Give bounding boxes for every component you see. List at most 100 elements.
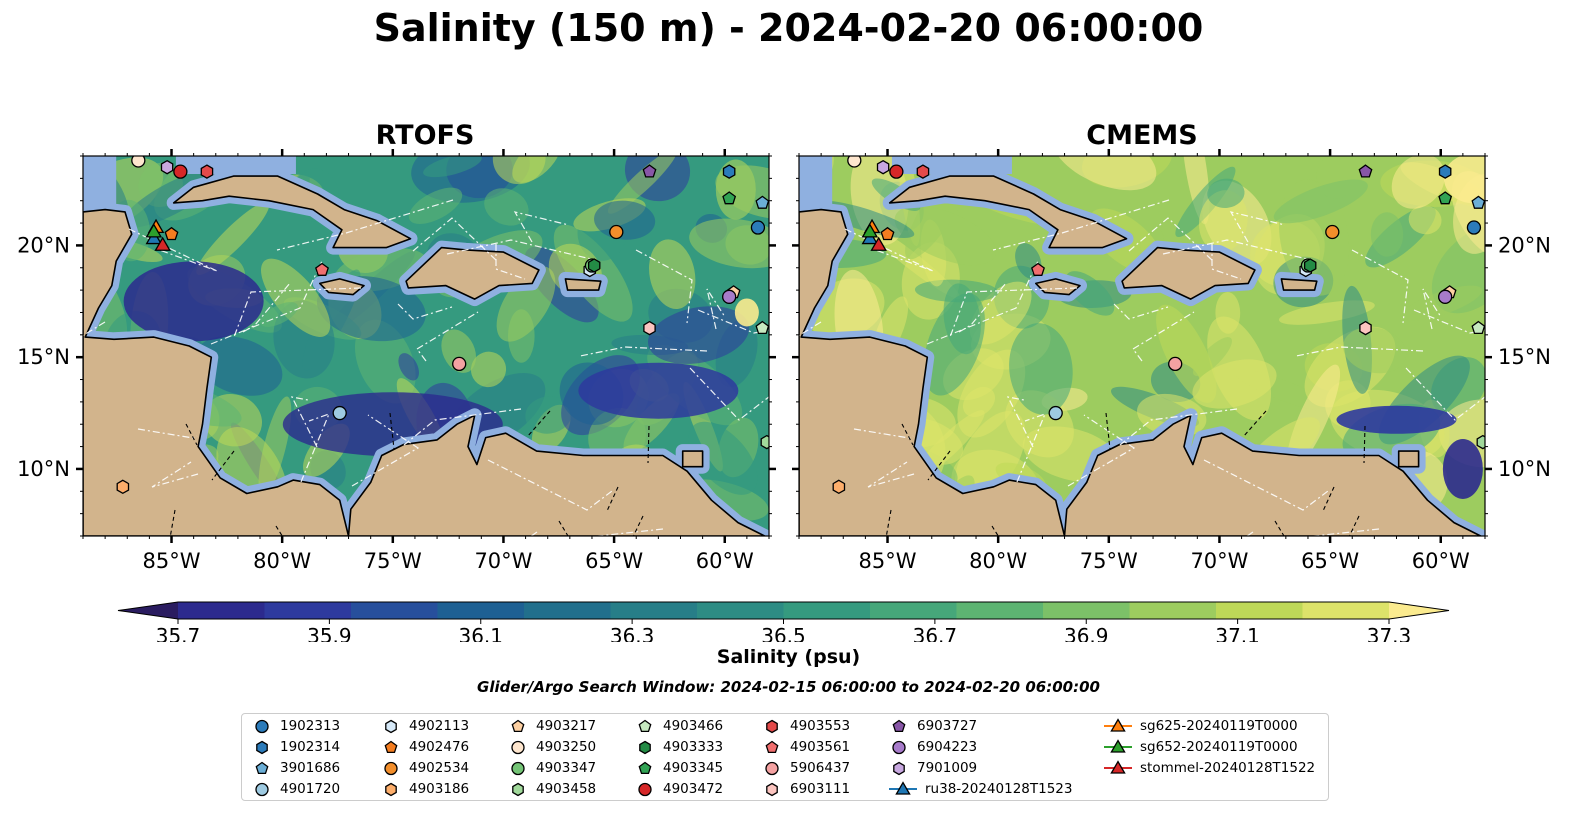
legend-item-4903553: 4903553 bbox=[762, 716, 850, 736]
obs-marker-7901009 bbox=[160, 159, 174, 175]
hexagon-marker-icon bbox=[639, 740, 651, 755]
hexagon-marker-icon bbox=[766, 719, 778, 734]
obs-marker-4901720 bbox=[332, 405, 347, 421]
obs-marker-6903111 bbox=[643, 320, 656, 336]
legend-label: 3901686 bbox=[280, 760, 341, 776]
legend-item-6903727: 6903727 bbox=[889, 716, 977, 736]
obs-marker-3901686 bbox=[755, 195, 769, 209]
colorbar-segment bbox=[870, 602, 958, 619]
colorbar-segment bbox=[1129, 602, 1217, 619]
colorbar-tick-label: 36.5 bbox=[761, 624, 806, 642]
obs-marker-3901686 bbox=[1471, 195, 1485, 209]
map-frame bbox=[82, 155, 770, 537]
lon-tick-label: 85°W bbox=[143, 549, 201, 573]
pentagon-marker-icon bbox=[255, 761, 269, 775]
colorbar-tick-label: 36.3 bbox=[610, 624, 655, 642]
legend-item-4902113: 4902113 bbox=[381, 716, 469, 736]
glider-marker-sg652-20240119T0000 bbox=[145, 223, 163, 238]
legend-label: 4903345 bbox=[663, 760, 724, 776]
legend-item-5906437: 5906437 bbox=[762, 758, 850, 778]
circle-marker-icon bbox=[765, 761, 779, 776]
obs-marker-4903333 bbox=[587, 258, 601, 273]
colorbar-tick-label: 36.1 bbox=[458, 624, 503, 642]
legend-label: 7901009 bbox=[917, 760, 978, 776]
legend-marker bbox=[638, 719, 652, 733]
map-panel-cmems: 85°W 80°W 75°W 70°W 65°W 60°W 20°N 15°N 10°N bbox=[792, 149, 1551, 573]
legend-marker bbox=[385, 782, 397, 797]
legend-label: 4902113 bbox=[409, 718, 470, 734]
legend-item-6904223: 6904223 bbox=[889, 737, 977, 757]
circle-marker-icon bbox=[892, 740, 906, 755]
map-panel-rtofs: 85°W 80°W 75°W 70°W 65°W 60°W 20°N 15°N 10°N bbox=[17, 149, 776, 573]
legend-marker bbox=[638, 782, 652, 797]
figure-title: Salinity (150 m) - 2024-02-20 06:00:00 bbox=[373, 6, 1204, 50]
legend-item-1902314: 1902314 bbox=[252, 737, 340, 757]
glider-marker-stommel-20240128T1522 bbox=[154, 236, 171, 251]
obs-marker-4902476 bbox=[880, 226, 895, 241]
hexagon-marker-icon bbox=[893, 761, 905, 776]
legend-label: ru38-20240128T1523 bbox=[925, 781, 1073, 797]
glider-marker-stommel-20240128T1522 bbox=[870, 236, 887, 251]
legend-item-4902534: 4902534 bbox=[381, 758, 469, 778]
legend-label: 4903458 bbox=[536, 781, 597, 797]
obs-marker-4903553 bbox=[916, 164, 930, 179]
legend-item-4903458: 4903458 bbox=[508, 779, 596, 799]
colorbar: 35.7 35.9 36.1 36.3 36.5 36.7 36.9 37.1 37.3 bbox=[117, 601, 1450, 642]
obs-marker-4903466 bbox=[1471, 320, 1485, 335]
legend-label: 4903347 bbox=[536, 760, 597, 776]
circle-marker-icon bbox=[255, 782, 269, 797]
land-mass bbox=[799, 175, 1482, 536]
obs-marker-6904223 bbox=[1438, 289, 1453, 304]
lat-tick-label: 20°N bbox=[1498, 233, 1551, 257]
legend-label: 4902534 bbox=[409, 760, 470, 776]
colorbar-segment bbox=[178, 602, 266, 619]
legend-label: sg625-20240119T0000 bbox=[1140, 718, 1298, 734]
legend-item-4902476: 4902476 bbox=[381, 737, 469, 757]
obs-marker-7901009 bbox=[876, 159, 890, 175]
panel-title-rtofs: RTOFS bbox=[375, 120, 475, 151]
triangle-marker-icon bbox=[1104, 760, 1132, 774]
lon-tick-label: 65°W bbox=[1301, 549, 1359, 573]
legend-item-sg652-20240119T0000: sg652-20240119T0000 bbox=[1104, 737, 1298, 757]
obs-marker-4903466 bbox=[755, 320, 769, 335]
pentagon-marker-icon bbox=[638, 719, 652, 733]
search-window-text: Glider/Argo Search Window: 2024-02-15 06… bbox=[477, 678, 1100, 696]
legend-marker bbox=[639, 740, 651, 755]
legend-label: 5906437 bbox=[790, 760, 851, 776]
legend-item-4903347: 4903347 bbox=[508, 758, 596, 778]
legend-marker bbox=[895, 781, 911, 795]
legend-marker bbox=[893, 761, 905, 776]
legend-marker bbox=[256, 740, 268, 755]
colorbar-tick-label: 35.9 bbox=[307, 624, 352, 642]
obs-marker-1902313 bbox=[750, 220, 766, 235]
colorbar-segment bbox=[610, 602, 698, 619]
legend-item-4903472: 4903472 bbox=[635, 779, 723, 799]
legend-label: 4903186 bbox=[409, 781, 470, 797]
colorbar-segment bbox=[524, 602, 612, 619]
legend-marker bbox=[765, 761, 779, 776]
legend-item-6903111: 6903111 bbox=[762, 779, 850, 799]
legend-item-4903345: 4903345 bbox=[635, 758, 723, 778]
legend-marker bbox=[385, 719, 397, 734]
circle-marker-icon bbox=[638, 782, 652, 797]
colorbar-segment bbox=[956, 602, 1044, 619]
pentagon-marker-icon bbox=[511, 719, 525, 733]
colorbar-label: Salinity (psu) bbox=[716, 646, 861, 668]
obs-marker-4903186 bbox=[116, 479, 130, 495]
colorbar-tick-label: 37.1 bbox=[1215, 624, 1260, 642]
colorbar-segment bbox=[783, 602, 871, 619]
hexagon-marker-icon bbox=[385, 719, 397, 734]
hexagon-marker-icon bbox=[512, 782, 524, 797]
legend-label: 1902313 bbox=[280, 718, 341, 734]
map-panels: 85°W 80°W 75°W 70°W 65°W 60°W20°N15°N10°N85°W… bbox=[17, 149, 1551, 573]
legend-item-4903217: 4903217 bbox=[508, 716, 596, 736]
legend-label: 4903472 bbox=[663, 781, 724, 797]
legend-item-4901720: 4901720 bbox=[252, 779, 340, 799]
legend-label: stommel-20240128T1522 bbox=[1140, 760, 1316, 776]
lon-tick-label: 70°W bbox=[1190, 549, 1248, 573]
pentagon-marker-icon bbox=[892, 719, 906, 733]
circle-marker-icon bbox=[511, 761, 525, 776]
lat-tick-label: 15°N bbox=[1498, 345, 1551, 369]
legend: 1902313 1902314 3901686 4901720 4902113 49024… bbox=[241, 713, 1329, 801]
legend-marker bbox=[255, 782, 269, 797]
